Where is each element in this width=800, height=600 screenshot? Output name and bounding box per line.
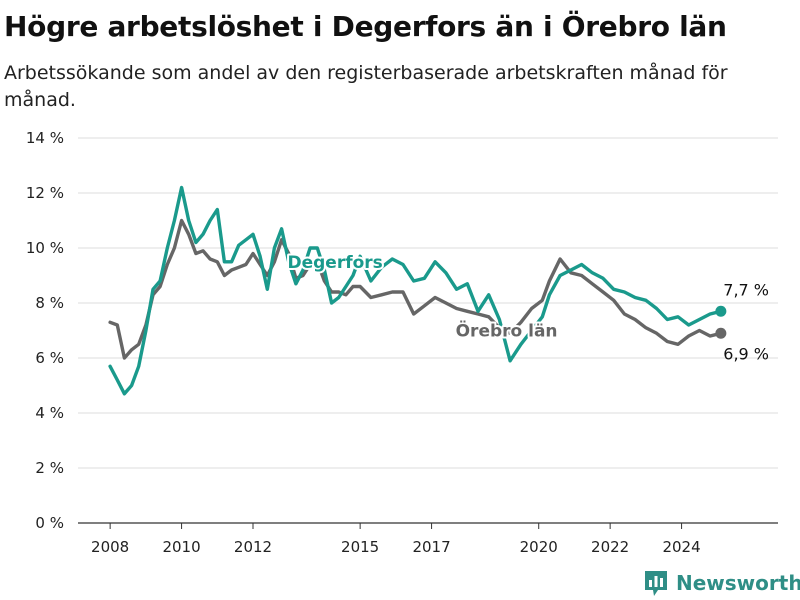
- y-tick-label: 2 %: [35, 459, 64, 477]
- end-point-degerfors: [715, 305, 727, 317]
- series-line-orebro-lan: [108, 218, 723, 360]
- line-label-degerfors: Degerfors: [287, 253, 382, 273]
- gridlines: [78, 137, 778, 524]
- y-tick-label: 0 %: [35, 514, 64, 532]
- x-tick-label: 2022: [591, 538, 629, 556]
- y-tick-label: 8 %: [35, 294, 64, 312]
- line-labels: 6,9 % 7,7 % Degerfors Örebro län: [285, 251, 769, 364]
- x-tick-label: 2024: [662, 538, 700, 556]
- line-label-orebro-lan: Örebro län: [456, 320, 558, 342]
- y-tick-label: 12 %: [26, 184, 64, 202]
- brand: Newsworthy: [644, 569, 800, 597]
- x-tick-label: 2017: [412, 538, 450, 556]
- x-tick-label: 2015: [341, 538, 379, 556]
- chart-title: Högre arbetslöshet i Degerfors än i Öreb…: [4, 10, 727, 43]
- y-tick-label: 6 %: [35, 349, 64, 367]
- y-tick-label: 10 %: [26, 239, 64, 257]
- y-tick-label: 4 %: [35, 404, 64, 422]
- x-tick-label: 2012: [234, 538, 272, 556]
- chart-subtitle: Arbetssökande som andel av den registerb…: [4, 62, 728, 111]
- end-label-orebro-lan: 6,9 %: [723, 344, 769, 363]
- end-label-degerfors: 7,7 %: [723, 280, 769, 299]
- x-axis: 2008 2010 2012 2015 2017 2020 2022 2024: [91, 523, 701, 556]
- line-chart: 0 % 2 % 4 % 6 % 8 % 10 % 12 % 14 % 2008 2010 2012…: [26, 129, 778, 556]
- x-tick-label: 2008: [91, 538, 129, 556]
- series-lines: [108, 185, 727, 396]
- series-line-degerfors: [108, 185, 723, 396]
- x-tick-label: 2020: [520, 538, 558, 556]
- end-point-orebro-lan: [715, 327, 727, 339]
- y-tick-label: 14 %: [26, 129, 64, 147]
- y-axis: 0 % 2 % 4 % 6 % 8 % 10 % 12 % 14 %: [26, 129, 64, 532]
- x-tick-label: 2010: [162, 538, 200, 556]
- newsworthy-logo-icon: [645, 571, 667, 596]
- brand-name: Newsworthy: [676, 571, 800, 595]
